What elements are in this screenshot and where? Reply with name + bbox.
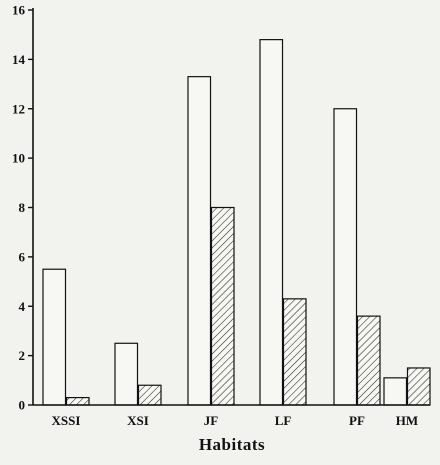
bar-lf-hatched	[282, 298, 307, 406]
y-tick-label: 4	[19, 299, 26, 314]
y-axis-ticks: 0 2 4 6 8 10 12 14 16	[12, 3, 33, 413]
y-tick-label: 12	[12, 101, 25, 116]
x-category-label: JF	[204, 413, 219, 428]
x-category-label: XSSI	[52, 413, 81, 428]
bars-group	[42, 39, 431, 406]
x-axis-labels: XSSI XSI JF LF PF HM	[52, 413, 419, 428]
x-category-label: XSI	[127, 413, 149, 428]
bar-xssi-hatched	[65, 396, 90, 406]
y-tick-label: 2	[19, 348, 26, 363]
bar-xssi-open	[42, 268, 67, 406]
bar-lf-open	[259, 39, 284, 406]
x-category-label: LF	[275, 413, 292, 428]
bar-jf-hatched	[210, 206, 235, 406]
bar-hm-hatched	[406, 367, 431, 406]
y-tick-label: 16	[12, 3, 26, 18]
x-category-label: HM	[396, 413, 418, 428]
y-tick-label: 8	[19, 200, 26, 215]
y-tick-label: 14	[12, 52, 26, 67]
y-tick-label: 0	[19, 398, 26, 413]
x-axis-title: Habitats	[199, 435, 265, 454]
bar-pf-open	[333, 108, 358, 406]
x-category-label: PF	[349, 413, 365, 428]
bar-hm-open	[383, 377, 408, 406]
bar-pf-hatched	[356, 315, 381, 406]
bar-jf-open	[187, 76, 212, 406]
bar-xsi-hatched	[137, 384, 162, 406]
y-tick-label: 10	[12, 151, 25, 166]
y-tick-label: 6	[19, 249, 26, 264]
bar-xsi-open	[114, 342, 139, 406]
